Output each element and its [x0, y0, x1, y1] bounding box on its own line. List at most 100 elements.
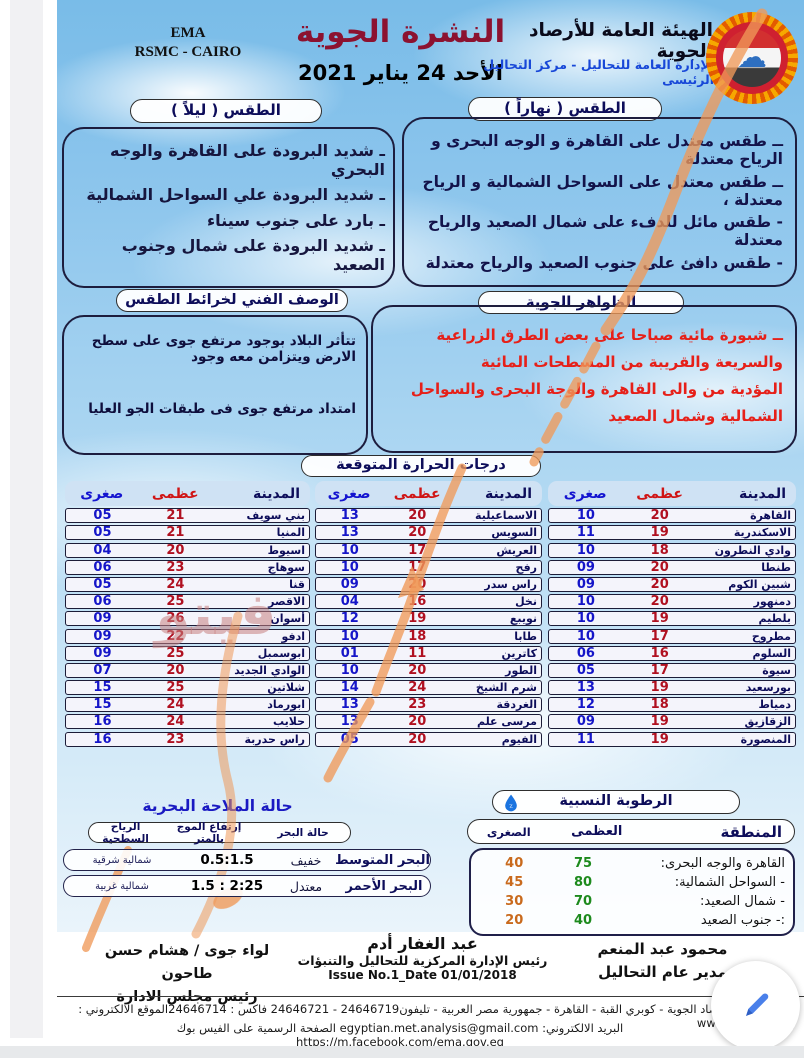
table-row: الطور 20 10 [315, 662, 542, 678]
humidity-row: - السواحل الشمالية: 80 45 [505, 875, 785, 890]
table-row: الفيوم 20 05 [315, 731, 542, 747]
footer-contact-line2: البريد الالكتروني: egyptian.met.analysis… [176, 1021, 624, 1049]
table-row: سوهاج 23 06 [65, 559, 310, 575]
table-row: اسيوط 20 04 [65, 542, 310, 558]
table-row: الزقازيق 19 09 [548, 714, 796, 730]
table-row: العريش 17 10 [315, 542, 542, 558]
table-row: ابورماد 24 15 [65, 697, 310, 713]
header-min: صغرى [563, 485, 607, 502]
edit-button[interactable] [711, 961, 800, 1050]
feto-watermark: فيتو [155, 580, 277, 648]
signatory-name: لواء جوى / هشام حسن طاحون [104, 943, 270, 983]
marine-row: البحر الأحمر معتدل 1.5 : 2:25 شمالية غربية [63, 875, 431, 897]
table-row: راس سدر 20 09 [315, 576, 542, 592]
bottom-bar [0, 1046, 804, 1058]
water-drop-icon: ٪ [505, 794, 517, 812]
technical-item: تتأثر البلاد بوجود مرتفع جوى على سطح الا… [91, 333, 356, 365]
signature-right: محمود عبد المنعم مدير عام التحاليل [560, 938, 765, 983]
table-row: شلاتين 25 15 [65, 680, 310, 696]
signatory-name: عبد الغفار أدم [367, 934, 478, 953]
table-header: المدينة عظمى صغرى [548, 481, 796, 506]
humidity-row: - شمال الصعيد: 70 30 [505, 894, 785, 909]
technical-description-box: تتأثر البلاد بوجود مرتفع جوى على سطح الا… [62, 315, 368, 455]
night-weather-item: ـ شديد البرودة على القاهرة والوجه البحري [110, 141, 385, 179]
signatory-name: محمود عبد المنعم [597, 940, 728, 958]
header-sea-state: حالة البحر [277, 826, 329, 839]
header-humidity-min: الصغرى [486, 824, 531, 839]
table-row: المنيا 21 05 [65, 525, 310, 541]
cloud-icon: ☁ [737, 40, 767, 75]
phenomena-item: المؤدية من والى القاهرة والوجة البحرى وا… [410, 380, 783, 425]
table-row: الغردقة 23 13 [315, 697, 542, 713]
table-row: ابوسمبل 25 09 [65, 645, 310, 661]
table-row: بلطيم 19 10 [548, 611, 796, 627]
table-row: الوادي الجديد 20 07 [65, 662, 310, 678]
table-row: شرم الشيخ 24 14 [315, 680, 542, 696]
pencil-icon [745, 992, 768, 1016]
table-header: المدينة عظمى صغرى [315, 481, 542, 506]
humidity-row: :- جنوب الصعيد 40 20 [505, 913, 785, 928]
phenomena-box: ــ شبورة مائية صباحا على بعض الطرق الزرا… [371, 305, 797, 453]
technical-item: امتداد مرتفع جوى فى طبقات الجو العليا [88, 401, 356, 417]
table-row: مطروح 17 10 [548, 628, 796, 644]
table-row: دمياط 18 12 [548, 697, 796, 713]
signatory-title: رئيس مجلس الادارة [116, 989, 258, 1006]
day-weather-item: - طقس دافئ على جنوب الصعيد والرياح معتدل… [425, 253, 783, 272]
header-city: المدينة [739, 485, 786, 502]
header-min: صغرى [327, 485, 371, 502]
night-weather-item: ـ شديد البرودة على شمال وجنوب الصعيد [121, 235, 385, 274]
table-row: الاقصر 25 06 [65, 594, 310, 610]
bulletin-title: النشرة الجوية [295, 14, 506, 50]
header-region: المنطقة [720, 822, 782, 841]
left-gutter [10, 0, 43, 1038]
signatory-title: مدير عام التحاليل [598, 962, 727, 981]
table-row: الاسكندرية 19 11 [548, 525, 796, 541]
agency-ar-department: الإدارة العامة للتحاليل - مركز التحاليل … [483, 57, 714, 87]
table-row: السويس 20 13 [315, 525, 542, 541]
header-humidity-max: العظمى [571, 824, 623, 839]
table-header: المدينة عظمى صغرى [65, 481, 310, 506]
table-row: طنطا 20 09 [548, 559, 796, 575]
agency-en-line2: RSMC - CAIRO [134, 43, 242, 60]
table-row: طابا 18 10 [315, 628, 542, 644]
humidity-title: الرطوبة النسبية [559, 793, 673, 809]
signature-left: لواء جوى / هشام حسن طاحون رئيس مجلس الاد… [78, 940, 296, 1010]
temperature-section-header: درجات الحرارة المتوقعة [301, 455, 541, 477]
header-max: عظمى [393, 485, 441, 502]
footer-divider [57, 996, 804, 997]
technical-description-header: الوصف الفني لخرائط الطقس [116, 289, 348, 312]
header-max: عظمى [636, 485, 683, 502]
header-max: عظمى [151, 485, 199, 502]
signatory-title: رئيس الإدارة المركزية للتحاليل والتنبؤات [297, 953, 548, 968]
humidity-table: القاهرة والوجه البحرى: 75 40 - السواحل ا… [469, 848, 795, 936]
header-city: المدينة [485, 485, 532, 502]
logo-flag-core: ☁ [723, 29, 781, 87]
agency-en-line1: EMA [170, 25, 206, 41]
temperature-table-canal-sinai: المدينة عظمى صغرى الاسماعيلية 20 13 السو… [315, 481, 542, 747]
humidity-row: القاهرة والوجه البحرى: 75 40 [505, 856, 785, 871]
agency-en-block: EMA RSMC - CAIRO [118, 24, 258, 62]
temperature-table-upper-egypt: المدينة عظمى صغرى بني سويف 21 05 المنيا … [65, 481, 310, 747]
ema-logo-icon: ☁ [706, 12, 798, 104]
day-weather-item: ــ طقس معتدل على السواحل الشمالية و الري… [422, 172, 783, 209]
table-row: دمنهور 20 10 [548, 594, 796, 610]
table-row: سيوة 17 05 [548, 662, 796, 678]
table-row: القاهرة 20 10 [548, 508, 796, 524]
table-row: نويبع 19 12 [315, 611, 542, 627]
night-weather-header: الطقس ( ليلاً ) [130, 99, 322, 123]
table-row: الاسماعيلية 20 13 [315, 508, 542, 524]
table-row: المنصورة 19 11 [548, 731, 796, 747]
day-weather-box: ــ طقس معتدل على القاهرة و الوجه البحرى … [402, 117, 797, 287]
table-row: نخل 16 04 [315, 594, 542, 610]
svg-text:٪: ٪ [509, 804, 513, 810]
day-weather-item: ــ طقس معتدل على القاهرة و الوجه البحرى … [431, 132, 783, 168]
humidity-section-header: الرطوبة النسبية ٪ [492, 790, 740, 814]
marine-row: البحر المتوسط خفيف 0.5:1.5 شمالية شرقية [63, 849, 431, 871]
night-weather-item: ـ بارد على جنوب سيناء [207, 210, 385, 230]
table-row: وادي النطرون 18 10 [548, 542, 796, 558]
header-wave-height: إرتفاع الموج بالمتر [176, 820, 242, 845]
marine-table-header: حالة البحر إرتفاع الموج بالمتر الرياح ال… [88, 820, 351, 845]
table-row: شبين الكوم 20 09 [548, 576, 796, 592]
table-row: راس حدربة 23 16 [65, 731, 310, 747]
